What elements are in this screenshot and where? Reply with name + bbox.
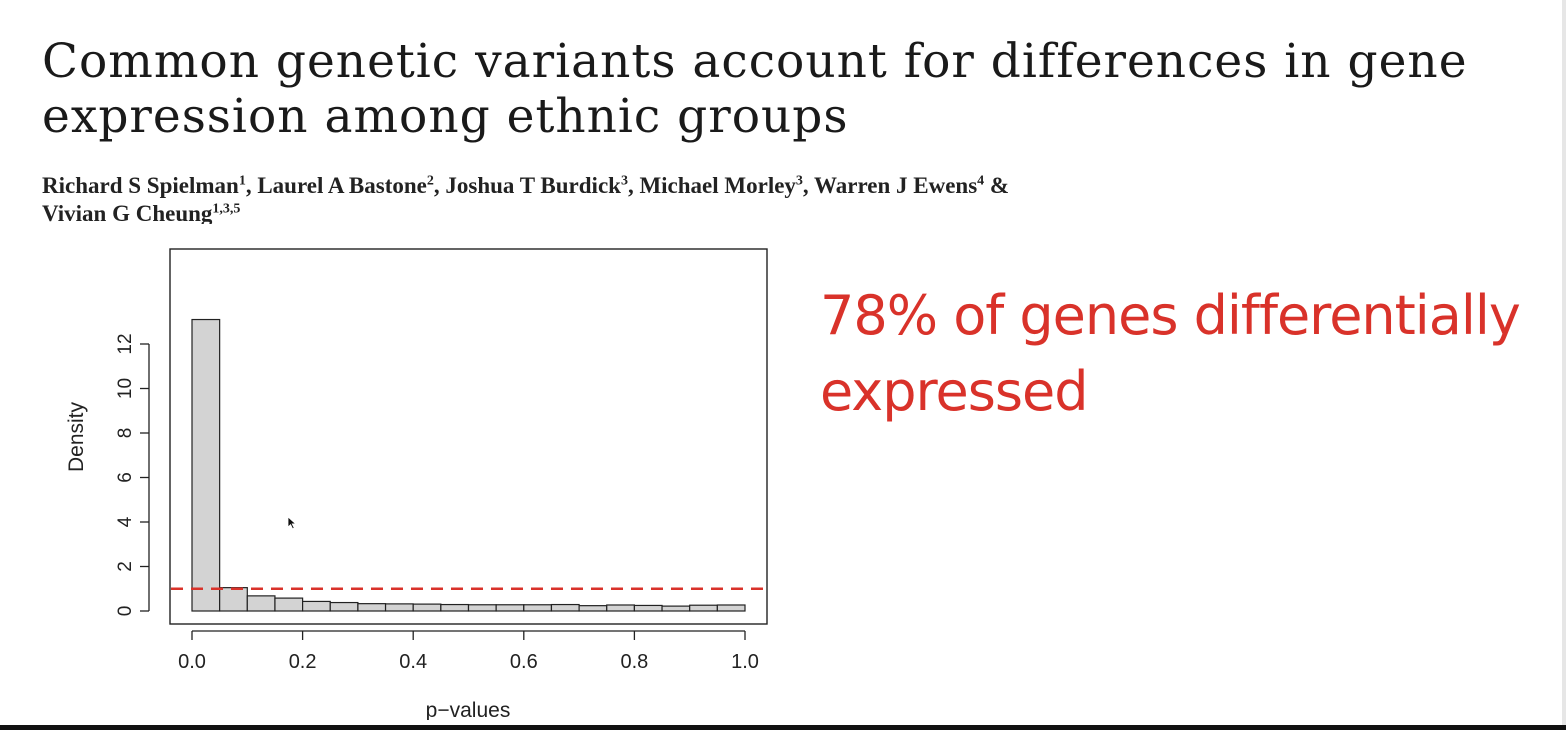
y-tick-label: 4 (115, 516, 136, 527)
histogram-bar (633, 604, 663, 612)
author-name: Richard S Spielman (42, 173, 239, 198)
author-list: Richard S Spielman1, Laurel A Bastone2, … (42, 173, 1010, 224)
histogram-bar (716, 604, 746, 612)
histogram-bar (578, 605, 608, 612)
callout-text: 78% of genes differentially expressed (820, 284, 1521, 423)
histogram-bar (329, 601, 359, 612)
author-affiliation: 4 (977, 173, 985, 189)
histogram-bar (440, 603, 470, 612)
x-axis: 0.0 0.2 0.4 0.6 0.8 1.0 (178, 630, 759, 673)
author-name: Vivian G Cheung (42, 201, 213, 224)
histogram-bar (357, 603, 387, 612)
author-name: Warren J Ewens (814, 173, 978, 198)
y-tick-label: 12 (115, 333, 136, 354)
author-name: Michael Morley (639, 173, 796, 198)
y-axis-label: Density (65, 401, 88, 472)
author-affiliation: 3 (795, 173, 803, 189)
histogram-bar (523, 604, 553, 612)
author-name: Joshua T Burdick (445, 173, 621, 198)
histogram-bar (689, 604, 718, 612)
histogram-bar (384, 603, 414, 612)
window-edge (1562, 0, 1566, 730)
y-tick-label: 8 (115, 428, 136, 439)
author-affiliation: 1 (238, 173, 246, 189)
histogram-bar (302, 600, 331, 612)
arrow-cursor-icon (287, 516, 297, 530)
y-tick-label: 6 (115, 472, 136, 483)
histogram-chart: 0.0 0.2 0.4 0.6 0.8 1.0 0 2 4 6 8 10 12 p−values De… (40, 232, 800, 720)
histogram-bar (606, 604, 635, 612)
histogram-bar (412, 603, 442, 612)
histogram-bar (495, 604, 525, 612)
author-affiliation: 3 (620, 173, 628, 189)
y-tick-label: 0 (115, 606, 136, 617)
author-affiliation: 2 (426, 173, 434, 189)
x-tick-label: 0.4 (399, 651, 427, 673)
histogram-bar (219, 587, 248, 612)
bars-layer (191, 318, 746, 612)
y-tick-label: 10 (115, 378, 136, 399)
histogram-bar (191, 318, 221, 612)
histogram-bar (274, 597, 304, 612)
x-axis-label: p−values (426, 699, 511, 720)
paper-title: Common genetic variants account for diff… (42, 34, 1468, 144)
x-tick-label: 0.8 (620, 651, 648, 673)
histogram-svg: 0.0 0.2 0.4 0.6 0.8 1.0 0 2 4 6 8 10 12 p−values De… (65, 248, 768, 720)
x-tick-label: 1.0 (731, 651, 759, 673)
plot-frame (169, 248, 768, 625)
histogram-bar (661, 605, 691, 612)
author-name: Laurel A Bastone (257, 173, 427, 198)
y-tick-label: 2 (115, 561, 136, 572)
x-tick-label: 0.0 (178, 651, 206, 673)
y-axis: 0 2 4 6 8 10 12 (115, 333, 150, 617)
bottom-bar (0, 725, 1566, 730)
histogram-bar (550, 603, 580, 612)
x-tick-label: 0.2 (289, 651, 317, 673)
x-tick-label: 0.6 (510, 651, 538, 673)
author-affiliation: 1,3,5 (212, 201, 241, 217)
histogram-bar (467, 604, 497, 612)
histogram-bar (246, 595, 276, 612)
